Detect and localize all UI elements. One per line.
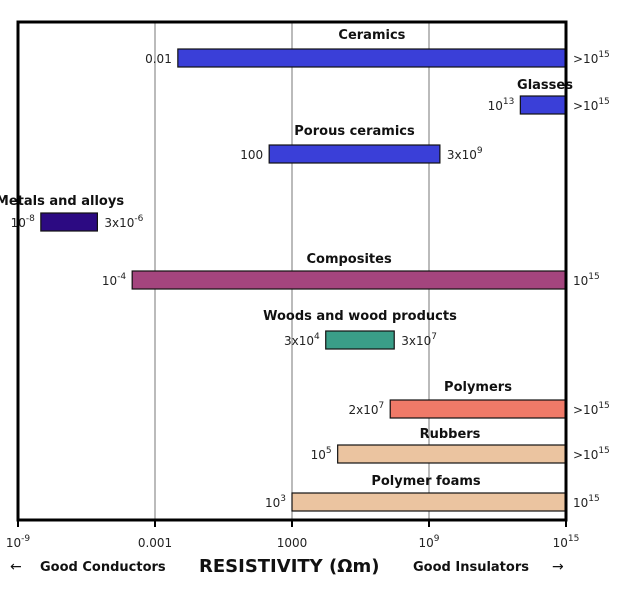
bar-max-label: >1015	[573, 401, 610, 417]
bar	[325, 330, 395, 350]
bar-min-label: 100	[240, 148, 263, 162]
bar-label: Woods and wood products	[263, 309, 457, 324]
bar-max-label: 3x109	[447, 146, 483, 162]
bar-min-label: 0.01	[145, 52, 172, 66]
bar-label: Polymers	[444, 380, 512, 395]
bar	[177, 48, 567, 68]
bar-group: Polymers 2x107 >1015	[348, 380, 610, 419]
bar-max-label: >1015	[573, 97, 610, 113]
bar-min-label: 10-4	[102, 272, 127, 288]
x-tick-label: 1015	[553, 534, 580, 550]
bar-group: Woods and wood products 3x104 3x107	[263, 309, 457, 350]
bar-min-label: 10-8	[11, 214, 36, 230]
bar-label: Glasses	[517, 78, 573, 93]
bar-label: Rubbers	[420, 427, 481, 442]
bar-max-label: >1015	[573, 446, 610, 462]
good-conductors-label: Good Conductors	[40, 560, 166, 575]
bar	[519, 95, 567, 115]
right-arrow-icon: →	[552, 559, 564, 575]
bar	[337, 444, 567, 464]
x-tick-labels: 10-9 0.001 1000 109 1015	[6, 520, 580, 550]
bar-label: Composites	[306, 252, 391, 267]
bar-label: Metals and alloys	[0, 194, 124, 209]
bar-group: Metals and alloys 10-8 3x10-6	[0, 194, 144, 232]
bar-max-label: 1015	[573, 494, 600, 510]
bar	[268, 144, 441, 164]
bar-group: Rubbers 105 >1015	[311, 427, 610, 464]
bar-group: Polymer foams 103 1015	[265, 474, 600, 512]
bar-max-label: 3x10-6	[104, 214, 143, 230]
bar-min-label: 2x107	[348, 401, 384, 417]
bar-min-label: 3x104	[284, 332, 320, 348]
bar	[131, 270, 567, 290]
bar-group: Ceramics 0.01 >1015	[145, 28, 610, 68]
x-tick-label: 10-9	[6, 534, 31, 550]
x-tick-label: 1000	[277, 536, 308, 550]
bar	[40, 212, 98, 232]
x-axis-caption: ← Good Conductors RESISTIVITY (Ωm) Good …	[10, 556, 564, 577]
bar-max-label: 3x107	[401, 332, 437, 348]
bar-label: Porous ceramics	[294, 124, 415, 139]
x-tick-label: 109	[418, 534, 439, 550]
x-tick-label: 0.001	[138, 536, 172, 550]
good-insulators-label: Good Insulators	[413, 560, 529, 575]
bar-label: Ceramics	[338, 28, 405, 43]
bar-min-label: 1013	[488, 97, 515, 113]
left-arrow-icon: ←	[10, 559, 22, 575]
bar-min-label: 105	[311, 446, 332, 462]
bar	[291, 492, 567, 512]
x-axis-title: RESISTIVITY (Ωm)	[199, 556, 379, 577]
bar-group: Porous ceramics 100 3x109	[240, 124, 483, 164]
bar-group: Composites 10-4 1015	[102, 252, 600, 290]
bar-max-label: 1015	[573, 272, 600, 288]
bar-min-label: 103	[265, 494, 286, 510]
bar-max-label: >1015	[573, 50, 610, 66]
bar	[389, 399, 567, 419]
bar-label: Polymer foams	[371, 474, 481, 489]
